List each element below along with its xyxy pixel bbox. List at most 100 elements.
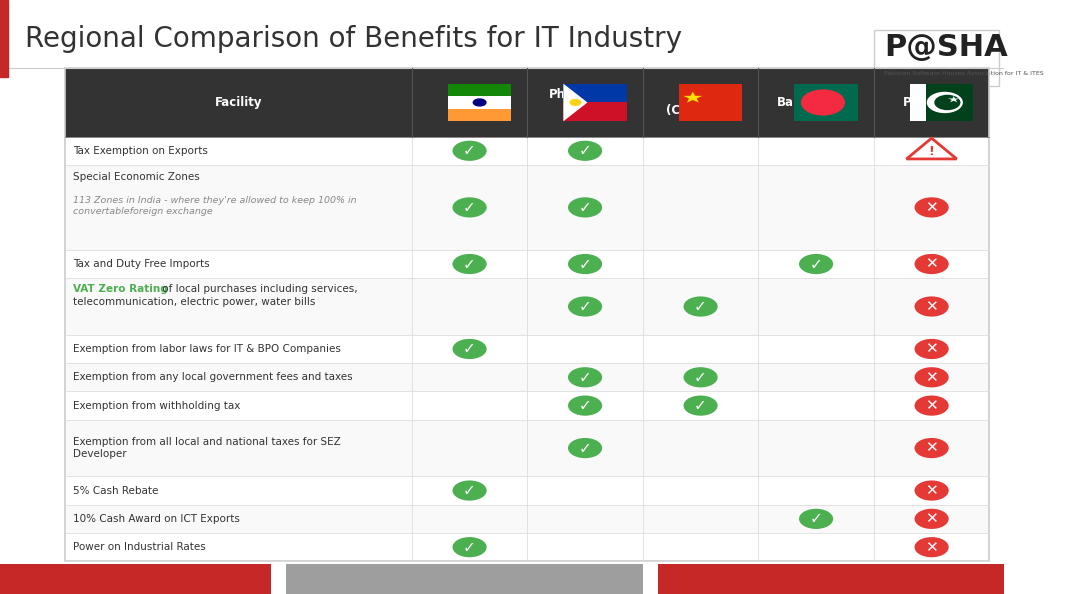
- Bar: [65, 335, 989, 363]
- Bar: [448, 84, 511, 96]
- Text: 113 Zones in India - where they're allowed to keep 100% in
convertableforeign ex: 113 Zones in India - where they're allow…: [73, 185, 357, 216]
- Text: ✓: ✓: [463, 342, 476, 356]
- Text: ✓: ✓: [463, 200, 476, 215]
- Bar: [65, 420, 989, 476]
- Text: P@SHA: P@SHA: [884, 33, 1007, 62]
- Text: VAT Zero Rating: VAT Zero Rating: [73, 284, 168, 294]
- Circle shape: [927, 91, 963, 113]
- Circle shape: [453, 481, 487, 501]
- Bar: [65, 68, 989, 561]
- Text: ✕: ✕: [925, 511, 938, 526]
- Circle shape: [934, 94, 961, 110]
- Circle shape: [915, 254, 949, 274]
- Text: 5% Cash Rebate: 5% Cash Rebate: [73, 485, 159, 495]
- Bar: [0, 564, 272, 594]
- Text: Regional Comparison of Benefits for IT Industry: Regional Comparison of Benefits for IT I…: [26, 24, 682, 53]
- Text: ✓: ✓: [578, 441, 591, 456]
- Bar: [65, 533, 989, 561]
- Text: China
(Chengdu): China (Chengdu): [666, 88, 735, 117]
- Bar: [65, 165, 989, 250]
- Text: Tax and Duty Free Imports: Tax and Duty Free Imports: [73, 259, 210, 269]
- Circle shape: [684, 396, 718, 416]
- Text: ✕: ✕: [925, 441, 938, 456]
- Circle shape: [915, 296, 949, 317]
- Text: ✓: ✓: [578, 200, 591, 215]
- Circle shape: [915, 197, 949, 217]
- Text: ✓: ✓: [578, 370, 591, 385]
- Polygon shape: [906, 138, 956, 159]
- Text: ✕: ✕: [925, 342, 938, 356]
- Bar: [65, 278, 989, 335]
- Text: ✓: ✓: [578, 299, 591, 314]
- Text: ✓: ✓: [578, 398, 591, 413]
- Text: Exemption from labor laws for IT & BPO Companies: Exemption from labor laws for IT & BPO C…: [73, 344, 341, 354]
- Text: Bangladesh: Bangladesh: [777, 96, 855, 109]
- Bar: [286, 564, 643, 594]
- Circle shape: [453, 254, 487, 274]
- Bar: [65, 68, 989, 137]
- Polygon shape: [948, 96, 960, 102]
- Bar: [643, 564, 658, 594]
- Bar: [65, 363, 989, 391]
- Text: ✓: ✓: [463, 257, 476, 271]
- Bar: [910, 84, 925, 121]
- Text: Special Economic Zones: Special Economic Zones: [73, 172, 200, 182]
- Circle shape: [915, 367, 949, 387]
- Text: Tax Exemption on Exports: Tax Exemption on Exports: [73, 146, 208, 156]
- Bar: [910, 84, 973, 121]
- Bar: [65, 476, 989, 505]
- Text: ✕: ✕: [925, 540, 938, 555]
- Text: 10% Cash Award on ICT Exports: 10% Cash Award on ICT Exports: [73, 514, 241, 524]
- Text: ✕: ✕: [925, 370, 938, 385]
- Circle shape: [568, 367, 602, 387]
- Text: ✓: ✓: [809, 257, 822, 271]
- Text: ✕: ✕: [925, 483, 938, 498]
- Bar: [272, 564, 286, 594]
- Text: ✓: ✓: [463, 540, 476, 555]
- Bar: [874, 30, 999, 86]
- Circle shape: [915, 339, 949, 359]
- Circle shape: [568, 438, 602, 458]
- Bar: [448, 109, 511, 121]
- Text: !: !: [929, 145, 934, 158]
- Polygon shape: [563, 84, 588, 121]
- Text: ✓: ✓: [694, 299, 707, 314]
- Circle shape: [915, 537, 949, 557]
- Bar: [0, 0, 9, 77]
- Circle shape: [801, 90, 845, 115]
- Circle shape: [570, 99, 581, 106]
- Polygon shape: [684, 91, 703, 103]
- Bar: [563, 84, 627, 102]
- Bar: [563, 102, 627, 121]
- Text: Philippines
(BPO): Philippines (BPO): [548, 88, 622, 117]
- Text: ✕: ✕: [925, 200, 938, 215]
- Bar: [678, 84, 742, 121]
- Text: India: India: [453, 96, 486, 109]
- Text: telecommunication, electric power, water bills: telecommunication, electric power, water…: [73, 297, 315, 307]
- Circle shape: [568, 396, 602, 416]
- Text: Exemption from any local government fees and taxes: Exemption from any local government fees…: [73, 372, 353, 383]
- Text: ✕: ✕: [925, 257, 938, 271]
- Text: Pakistan: Pakistan: [903, 96, 961, 109]
- Circle shape: [453, 197, 487, 217]
- Text: ✓: ✓: [463, 483, 476, 498]
- Circle shape: [799, 254, 833, 274]
- Circle shape: [799, 508, 833, 529]
- Text: ✓: ✓: [694, 370, 707, 385]
- Circle shape: [453, 537, 487, 557]
- Bar: [65, 137, 989, 165]
- Bar: [65, 391, 989, 420]
- Text: ✓: ✓: [463, 143, 476, 158]
- Circle shape: [684, 367, 718, 387]
- Circle shape: [915, 508, 949, 529]
- Text: ✓: ✓: [694, 398, 707, 413]
- Text: ✓: ✓: [578, 257, 591, 271]
- Bar: [65, 505, 989, 533]
- Circle shape: [915, 438, 949, 458]
- Text: ✕: ✕: [925, 299, 938, 314]
- Text: of local purchases including services,: of local purchases including services,: [159, 284, 358, 294]
- Text: Exemption from all local and national taxes for SEZ
Developer: Exemption from all local and national ta…: [73, 437, 341, 459]
- Circle shape: [453, 339, 487, 359]
- Circle shape: [568, 296, 602, 317]
- Bar: [658, 564, 1004, 594]
